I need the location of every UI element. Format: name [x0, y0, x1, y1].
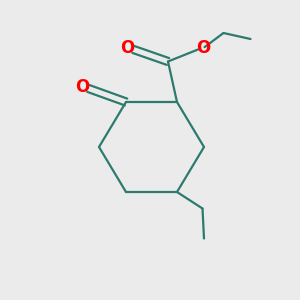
Text: O: O — [196, 39, 211, 57]
Text: O: O — [75, 78, 89, 96]
Text: O: O — [120, 39, 134, 57]
